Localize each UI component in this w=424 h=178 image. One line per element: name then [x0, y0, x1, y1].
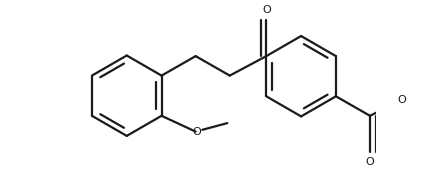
- Text: O: O: [397, 95, 406, 105]
- Text: O: O: [262, 5, 271, 15]
- Text: O: O: [365, 157, 374, 167]
- Text: O: O: [192, 127, 201, 137]
